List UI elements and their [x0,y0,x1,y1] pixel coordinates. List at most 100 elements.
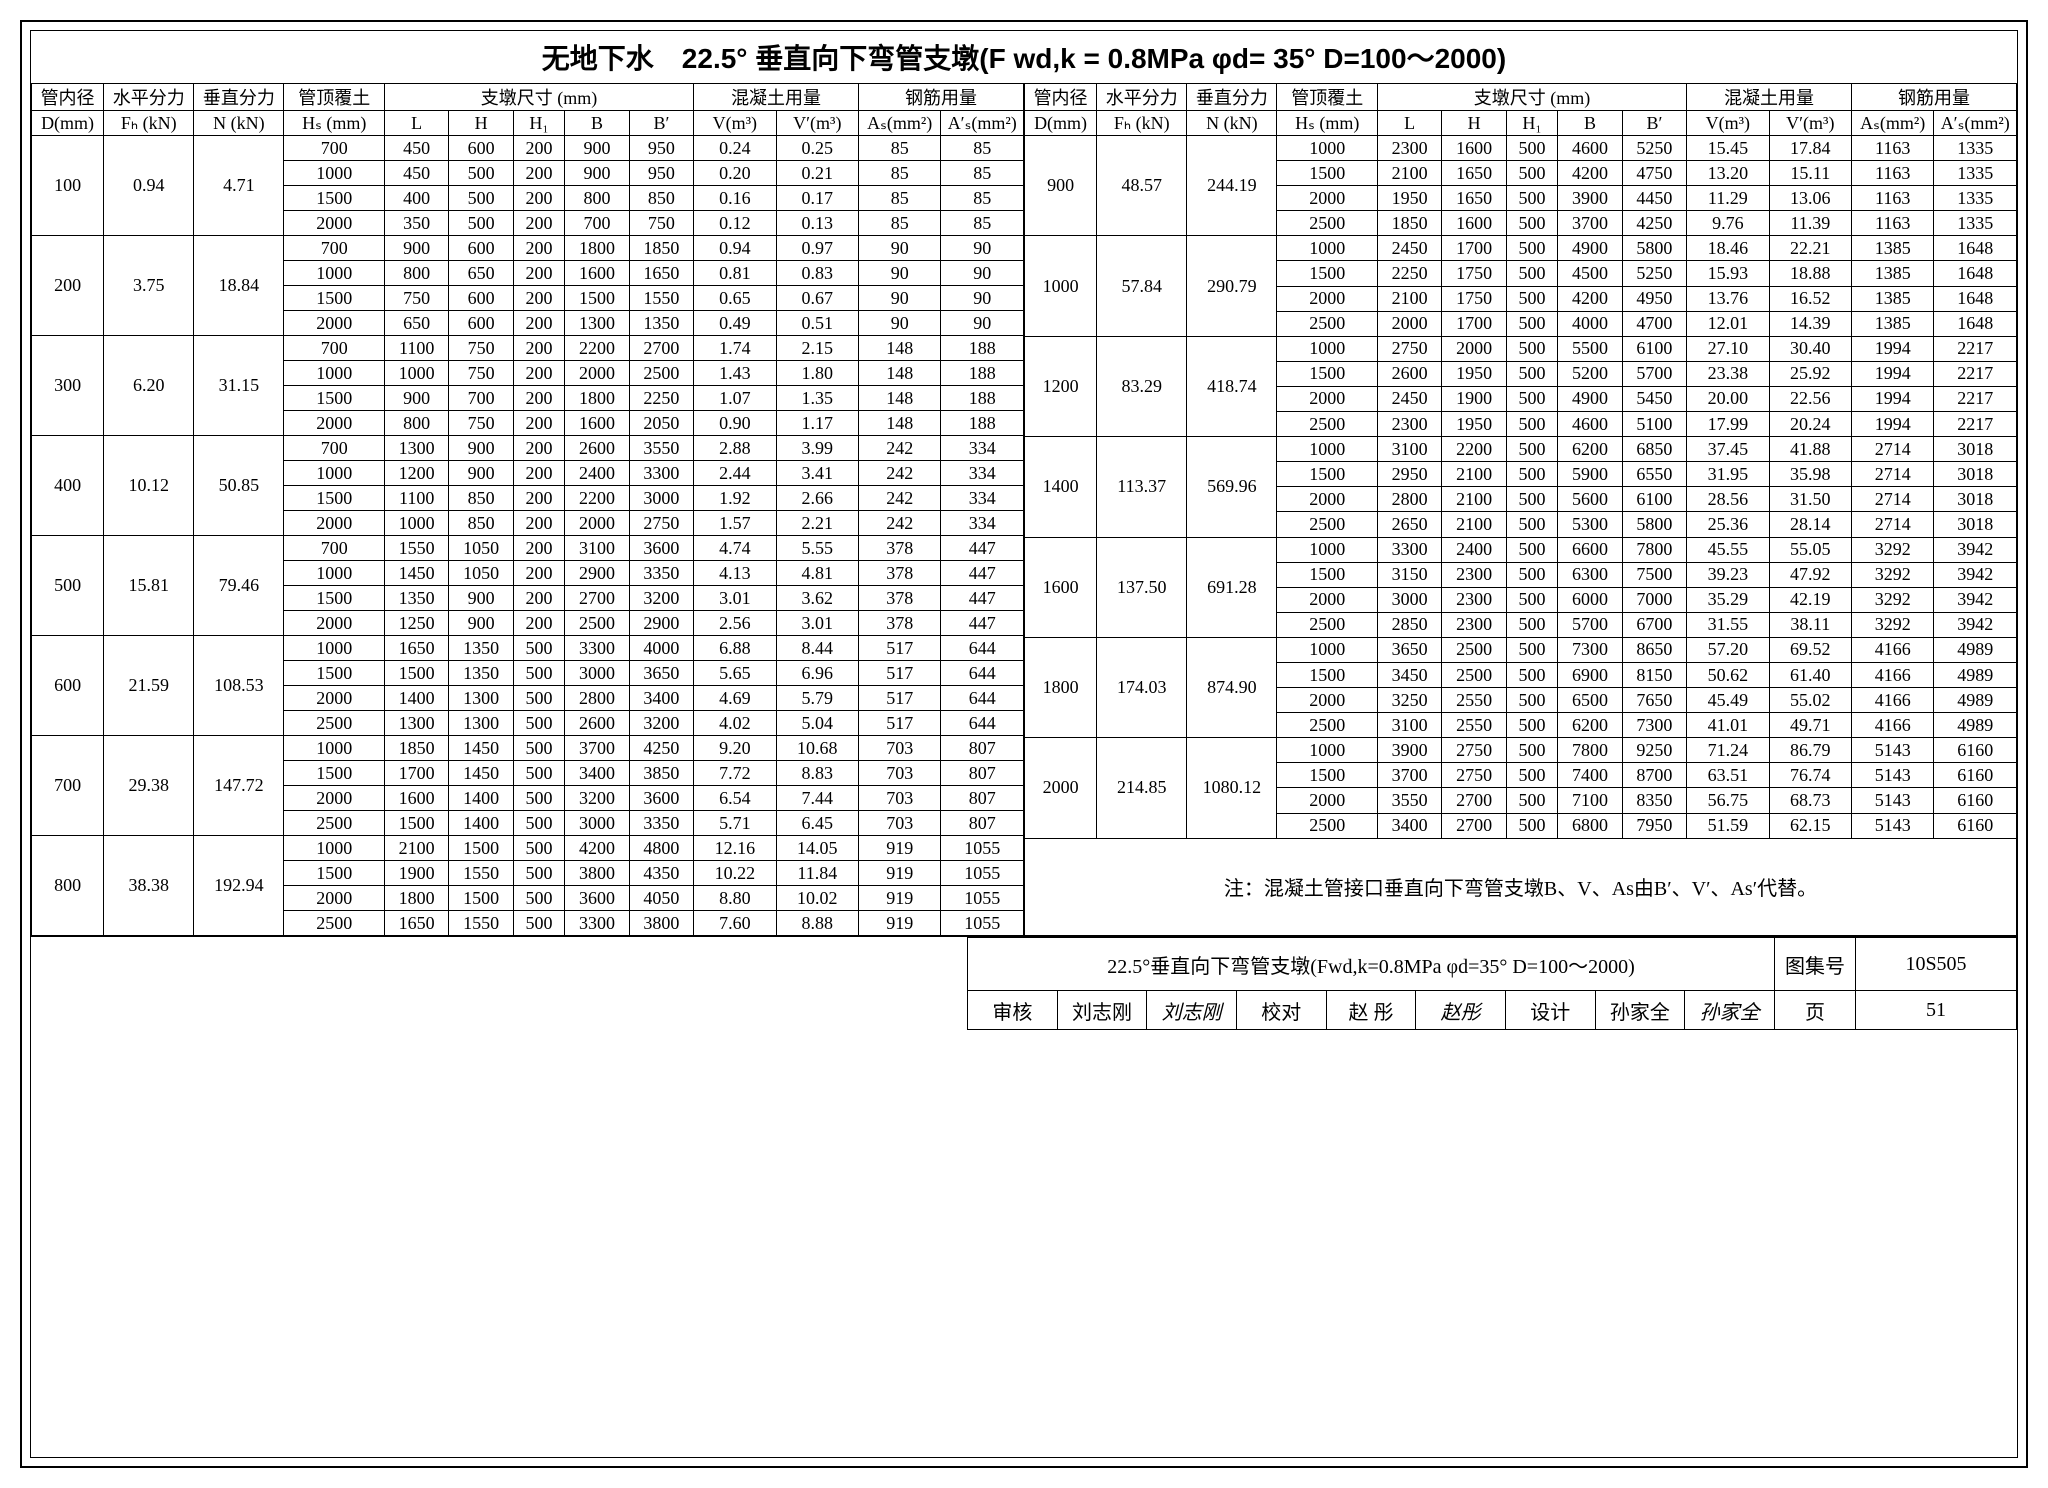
data-cell: 850 [449,486,513,511]
data-cell: 27.10 [1687,336,1769,361]
data-cell: 0.81 [694,261,776,286]
data-cell: 1500 [284,386,384,411]
data-cell: 7000 [1622,587,1686,612]
data-cell: 42.19 [1769,587,1851,612]
data-cell: 334 [941,486,1024,511]
cell-Fh: 21.59 [104,636,194,736]
data-cell: 6.54 [694,786,776,811]
data-cell: 4950 [1622,286,1686,311]
cell-N: 4.71 [194,136,284,236]
data-cell: 500 [1506,788,1558,813]
data-cell: 1648 [1934,261,2017,286]
data-cell: 12.01 [1687,311,1769,336]
table-row: 2000214.851080.1210003900275050078009250… [1025,738,2017,763]
data-cell: 3018 [1934,512,2017,537]
data-cell: 4700 [1622,311,1686,336]
cell-Fh: 57.84 [1097,236,1187,336]
data-cell: 1000 [284,161,384,186]
data-cell: 76.74 [1769,763,1851,788]
cell-N: 418.74 [1187,336,1277,436]
data-cell: 1163 [1852,211,1934,236]
hdr-B-r: B [1558,111,1622,136]
data-cell: 90 [859,236,941,261]
data-cell: 450 [384,136,448,161]
data-cell: 1300 [384,436,448,461]
data-cell: 10.02 [776,886,858,911]
hdr-fh-u: Fₕ (kN) [104,111,194,136]
data-cell: 1000 [284,361,384,386]
cell-Fh: 137.50 [1097,537,1187,637]
cell-D: 800 [32,836,104,936]
data-cell: 200 [513,586,565,611]
data-cell: 750 [449,411,513,436]
outer-frame: 无地下水 22.5° 垂直向下弯管支墩(F wd,k = 0.8MPa φd= … [20,20,2028,1468]
hdr-B: B [565,111,629,136]
data-cell: 2550 [1442,688,1506,713]
data-cell: 750 [449,336,513,361]
data-cell: 4200 [1558,161,1622,186]
data-cell: 1350 [384,586,448,611]
data-cell: 2950 [1377,462,1441,487]
hdr-n-u-r: N (kN) [1187,111,1277,136]
data-cell: 188 [941,411,1024,436]
data-cell: 5700 [1622,361,1686,386]
data-cell: 1000 [384,511,448,536]
data-cell: 55.05 [1769,537,1851,562]
data-cell: 3292 [1852,537,1934,562]
data-cell: 3550 [1377,788,1441,813]
data-cell: 2100 [1377,286,1441,311]
data-cell: 4350 [629,861,693,886]
data-cell: 2500 [1277,713,1377,738]
data-cell: 2500 [629,361,693,386]
data-cell: 500 [1506,462,1558,487]
data-cell: 13.06 [1769,186,1851,211]
data-cell: 1750 [1442,261,1506,286]
data-cell: 2.88 [694,436,776,461]
data-cell: 500 [1506,763,1558,788]
data-cell: 90 [941,311,1024,336]
data-cell: 3700 [1558,211,1622,236]
data-cell: 8650 [1622,637,1686,662]
data-cell: 51.59 [1687,813,1769,838]
cell-N: 691.28 [1187,537,1277,637]
data-cell: 700 [284,136,384,161]
data-cell: 1400 [449,786,513,811]
data-cell: 500 [513,686,565,711]
data-cell: 1000 [1277,637,1377,662]
data-cell: 2000 [284,311,384,336]
cell-N: 244.19 [1187,136,1277,236]
data-cell: 2200 [565,336,629,361]
data-cell: 7.72 [694,761,776,786]
data-cell: 2500 [1277,512,1377,537]
data-cell: 500 [1506,637,1558,662]
data-cell: 85 [941,161,1024,186]
data-cell: 2.66 [776,486,858,511]
hdr-H-r: H [1442,111,1506,136]
data-cell: 5143 [1852,813,1934,838]
data-cell: 200 [513,461,565,486]
data-cell: 900 [384,236,448,261]
cell-D: 1600 [1025,537,1097,637]
hdr-V: V(m³) [694,111,776,136]
data-cell: 18.46 [1687,236,1769,261]
data-cell: 1450 [384,561,448,586]
data-cell: 8.83 [776,761,858,786]
tb-review-sig: 刘志刚 [1147,991,1237,1030]
data-cell: 500 [1506,512,1558,537]
cell-Fh: 48.57 [1097,136,1187,236]
data-cell: 200 [513,136,565,161]
data-cell: 2500 [1277,211,1377,236]
data-cell: 5800 [1622,512,1686,537]
data-cell: 2000 [284,786,384,811]
data-cell: 1300 [384,711,448,736]
data-cell: 5600 [1558,487,1622,512]
cell-N: 50.85 [194,436,284,536]
data-cell: 3300 [565,636,629,661]
data-cell: 2217 [1934,412,2017,437]
data-cell: 148 [859,336,941,361]
data-cell: 1163 [1852,161,1934,186]
data-cell: 2500 [284,711,384,736]
data-cell: 644 [941,711,1024,736]
data-cell: 1500 [1277,763,1377,788]
data-cell: 2000 [1277,587,1377,612]
